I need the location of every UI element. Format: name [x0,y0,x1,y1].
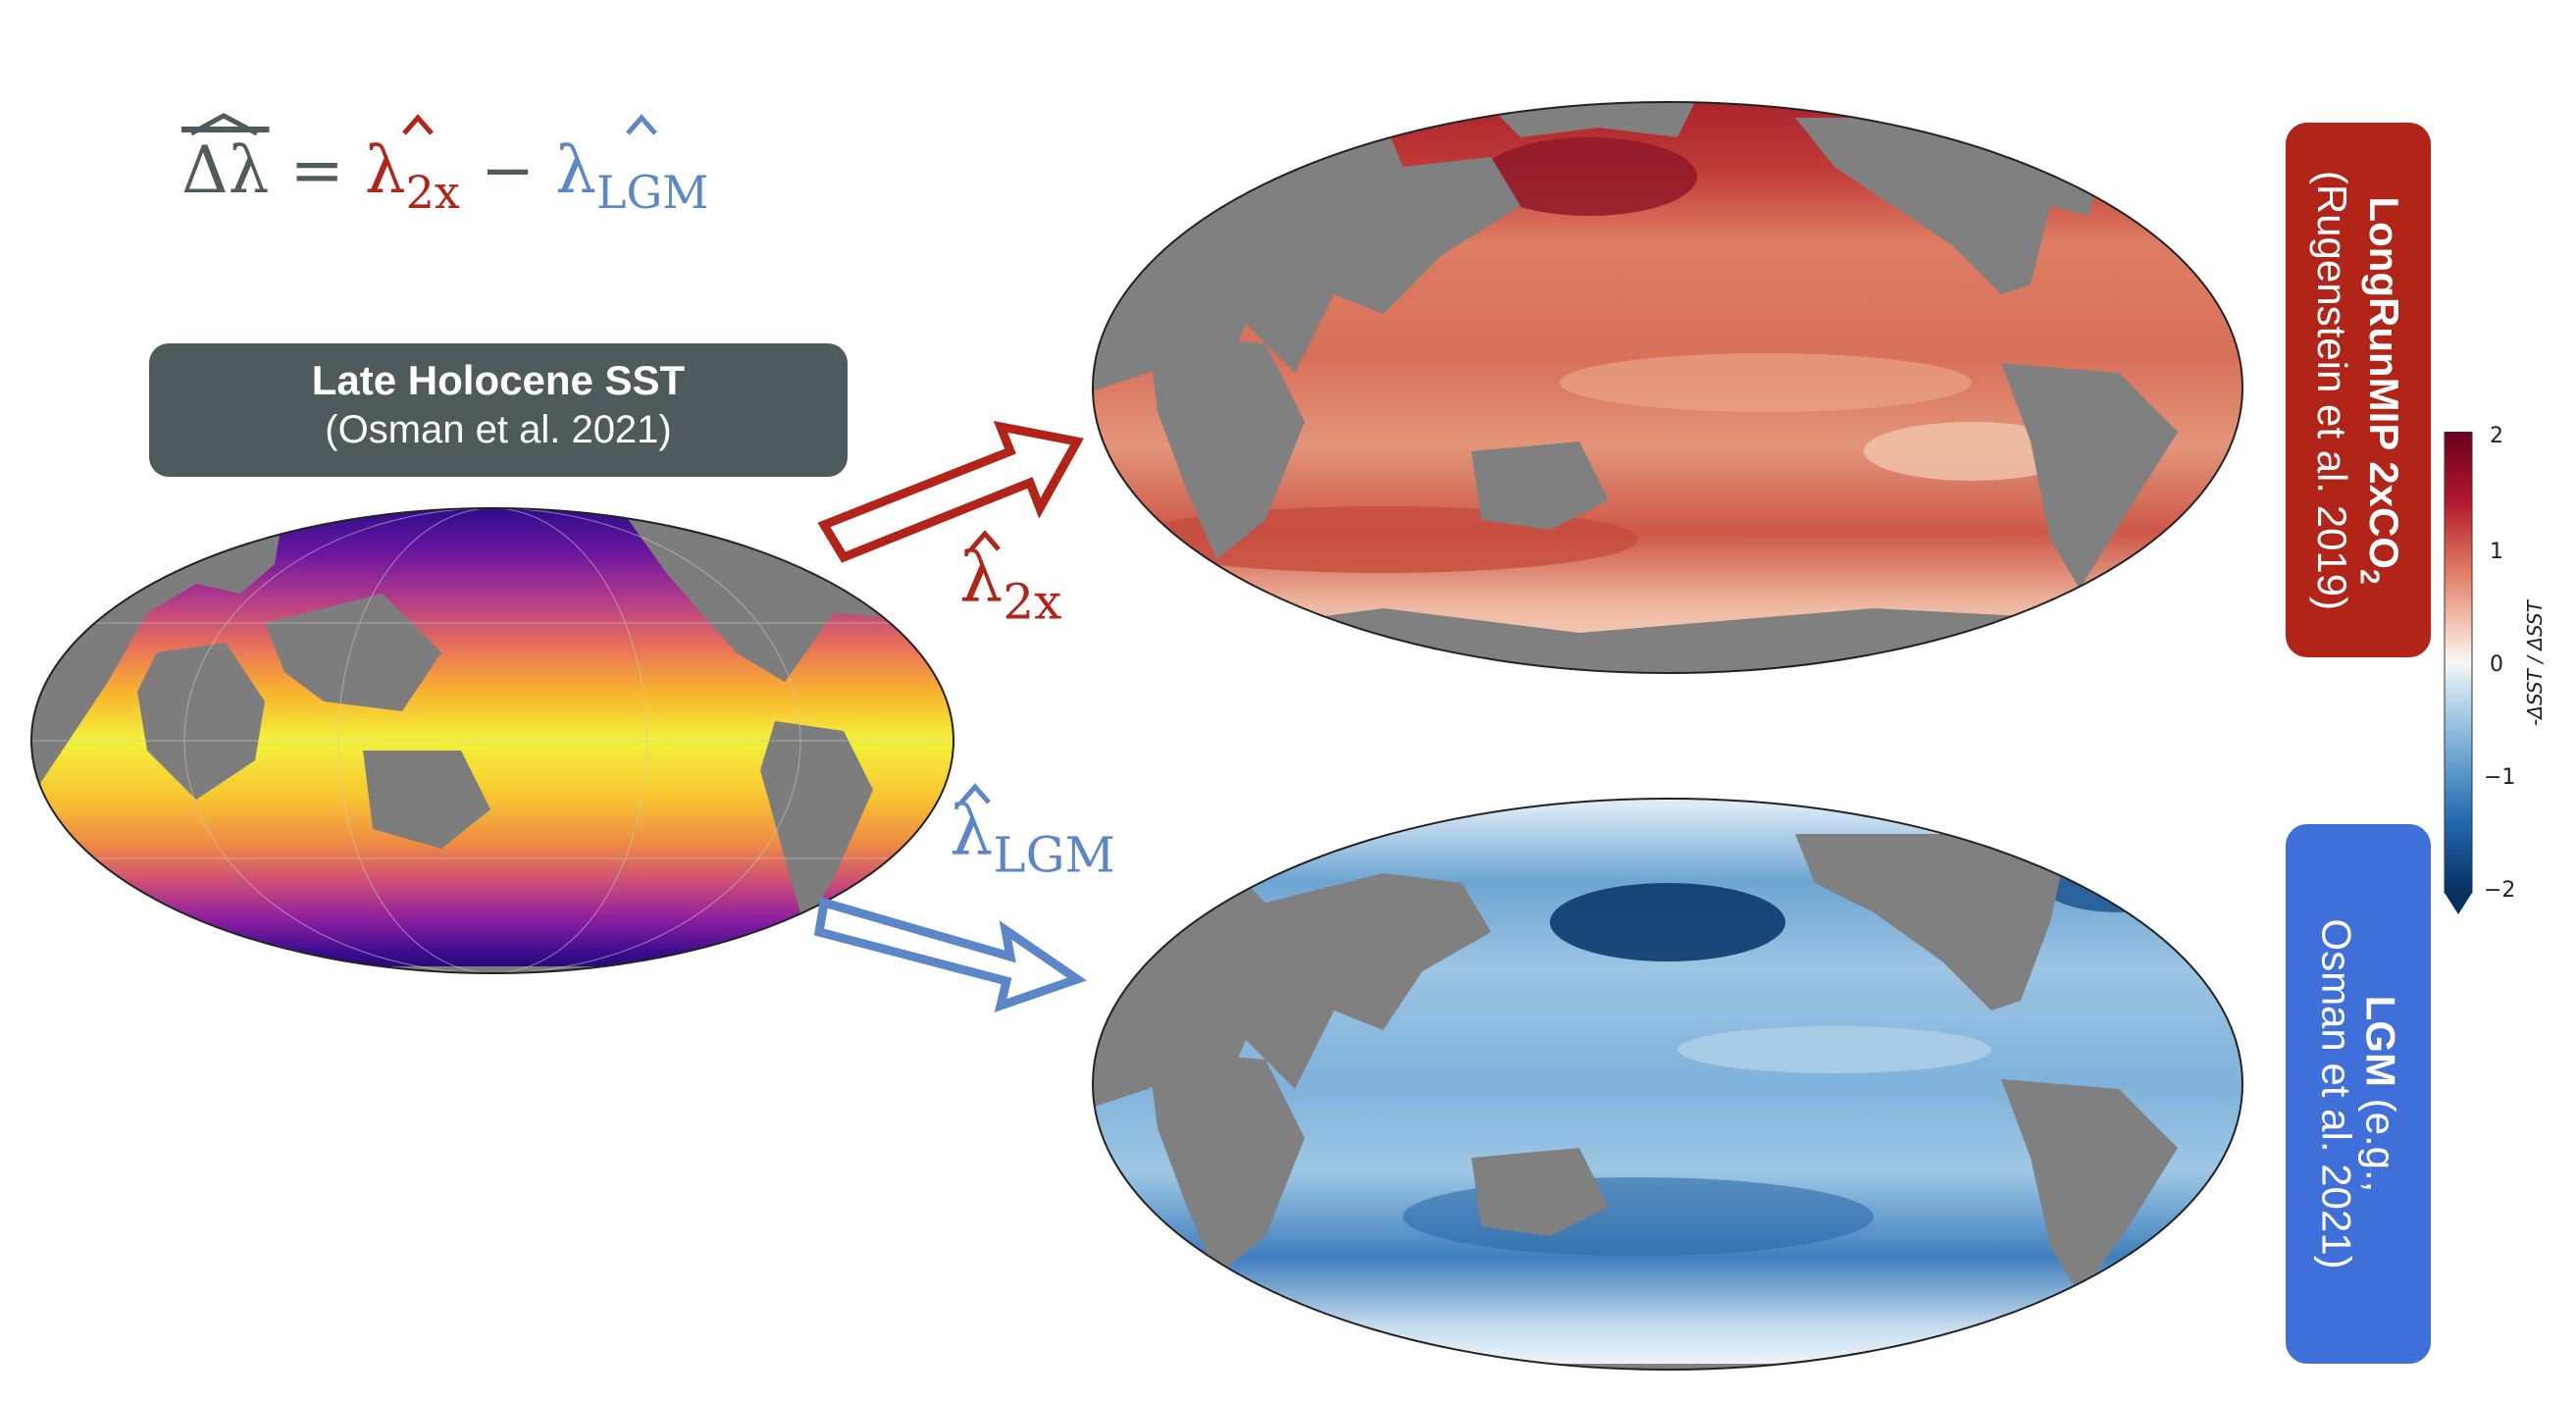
holocene-sst-map [30,507,954,974]
equation-lhs: Δλ [181,132,270,208]
longrun-line1: LongRunMIP 2xCO [2360,195,2407,569]
lgm-label-text: LGM (e.g., Osman et al. 2021) [2313,918,2404,1270]
arrow-upper-sub: 2x [1003,573,1062,631]
lgm-map [1092,798,2243,1371]
equation-term1-symbol: λ [364,132,406,208]
arrow-upper-label: λ2x [959,538,1061,631]
source-box: Late Holocene SST (Osman et al. 2021) [149,343,848,477]
equation-term1-sub: 2x [405,166,460,220]
longrun-line2: (Rugenstein et al. 2019) [2309,170,2356,610]
colorbar-tick-neg2: −2 [2484,878,2516,903]
colorbar-tick-1: 1 [2490,540,2503,564]
longrun-map [1092,101,2243,674]
colorbar-tick-0: 0 [2490,652,2503,677]
longrun-label-box: LongRunMIP 2xCO2 (Rugenstein et al. 2019… [2286,123,2431,657]
lgm-label-box: LGM (e.g., Osman et al. 2021) [2286,824,2431,1364]
equation-term2-symbol: λ [555,132,596,208]
longrun-line1-sub: 2 [2354,568,2386,585]
source-box-subtitle: (Osman et al. 2021) [325,408,672,451]
equation-term1: λ2x [364,132,460,219]
lgm-line1-bold: LGM [2357,995,2404,1087]
equation-term2: λLGM [555,132,708,219]
lgm-line2: Osman et al. 2021) [2313,918,2359,1270]
arrow-to-lgm [814,897,1087,1012]
arrow-lower-sub: LGM [993,826,1115,884]
arrow-upper-symbol: λ [959,538,1004,618]
equation-minus: − [480,132,536,208]
arrow-to-longrun [817,421,1084,563]
source-box-title: Late Holocene SST [311,357,686,403]
colorbar [2444,432,2473,914]
arrow-lower-label: λLGM [950,791,1115,884]
equation-equals: = [289,132,344,208]
lgm-line1-rest: (e.g., [2357,1086,2404,1193]
longrun-label-text: LongRunMIP 2xCO2 (Rugenstein et al. 2019… [2309,170,2407,610]
colorbar-tick-2: 2 [2490,424,2503,448]
equation: Δλ = λ2x − λLGM [181,132,708,219]
equation-term2-sub: LGM [595,166,709,220]
arrow-lower-symbol: λ [950,791,994,871]
colorbar-label: -ΔSST / ΔSST [2523,600,2547,726]
colorbar-tick-neg1: −1 [2484,765,2516,790]
